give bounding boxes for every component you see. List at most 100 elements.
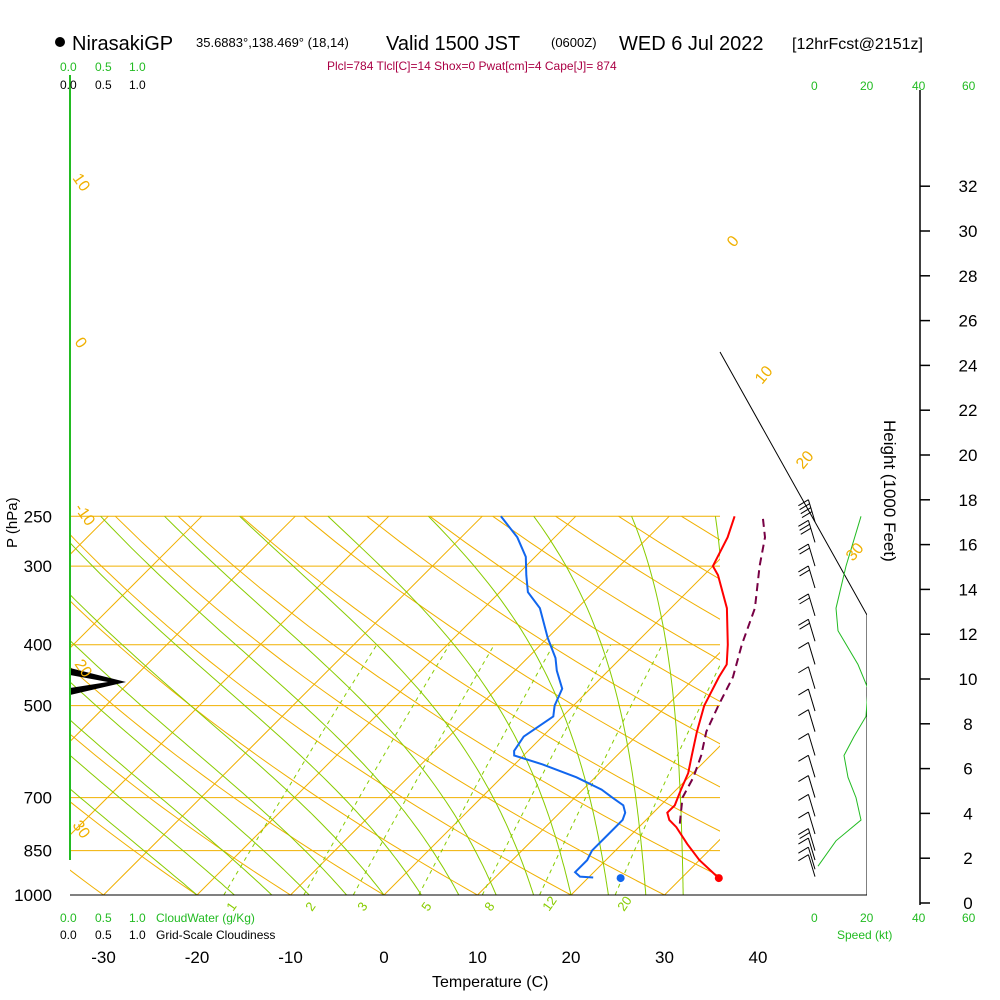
wind-barb-flag <box>798 733 809 740</box>
cw-top-tick-2: 1.0 <box>129 60 146 74</box>
pressure-axis-label: P (hPa) <box>4 497 21 548</box>
height-tick-0: 0 <box>963 894 972 913</box>
mixing-ratio-label: 20 <box>614 893 635 913</box>
moist-adiabat-line <box>327 515 572 895</box>
dry-adiabat-line <box>70 733 291 895</box>
dry-adiabat-line <box>115 515 665 895</box>
temp-tick--30: -30 <box>91 948 116 967</box>
pressure-tick-250: 250 <box>24 507 52 526</box>
wind-barb-staff <box>807 733 816 756</box>
valid-time: Valid 1500 JST <box>386 33 520 55</box>
speed-top-tick-2: 40 <box>912 79 926 93</box>
cw-top-tick-0: 0.0 <box>60 60 77 74</box>
wind-barb <box>798 642 816 665</box>
forecast-label: [12hrFcst@2151z] <box>792 36 923 53</box>
surface-dewpoint-dot <box>616 874 625 883</box>
cloudiness-label: Grid-Scale Cloudiness <box>156 928 275 942</box>
adiabat-label: -10 <box>71 501 98 530</box>
surface-temperature-dot <box>714 874 723 883</box>
speed-bottom-tick-2: 40 <box>912 911 926 925</box>
isotherm-line <box>851 878 867 895</box>
dry-adiabat-line <box>70 600 478 895</box>
dry-adiabat-line <box>870 516 1000 895</box>
isotherm-line <box>70 515 390 836</box>
wind-barb-flag <box>798 846 809 854</box>
height-tick-18: 18 <box>959 491 978 510</box>
cl-bottom-tick-2: 1.0 <box>129 928 146 942</box>
height-tick-28: 28 <box>959 267 978 286</box>
cl-bottom-tick-1: 0.5 <box>95 928 112 942</box>
mixing-ratio-line <box>481 644 612 895</box>
height-tick-8: 8 <box>963 715 972 734</box>
wind-barb-flag <box>798 642 809 649</box>
mixing-ratio-label: 3 <box>354 899 370 914</box>
wind-profile <box>798 499 816 877</box>
cw-bottom-tick-1: 0.5 <box>95 911 112 925</box>
height-tick-20: 20 <box>959 446 978 465</box>
wind-barb-flag <box>798 837 809 845</box>
wind-barb-staff <box>807 794 816 817</box>
dry-adiabat-line <box>996 516 1000 895</box>
cloud-water-line <box>817 516 867 867</box>
wind-barb-flag <box>799 832 810 839</box>
wind-barb-staff <box>807 642 816 665</box>
speed-bottom-tick-1: 20 <box>860 911 874 925</box>
wind-barb-flag <box>798 666 809 674</box>
wind-barb-staff <box>807 565 816 589</box>
isotherm-line <box>103 515 483 895</box>
cl-top-tick-1: 0.5 <box>95 78 112 92</box>
wind-barb-staff <box>807 688 816 712</box>
height-tick-2: 2 <box>963 849 972 868</box>
wind-barb-flag <box>798 793 809 801</box>
dry-adiabat-line <box>933 516 1000 895</box>
mixing-ratio-label: 2 <box>302 899 318 914</box>
dry-adiabat-line <box>177 515 759 895</box>
isotherm-line <box>945 516 1000 895</box>
height-tick-30: 30 <box>959 222 978 241</box>
height-tick-10: 10 <box>959 670 978 689</box>
temp-tick--20: -20 <box>185 948 210 967</box>
isotherm-line <box>196 515 577 895</box>
speed-bottom-tick-0: 0 <box>811 911 818 925</box>
temp-tick-0: 0 <box>379 948 388 967</box>
moist-adiabat-line <box>70 788 198 895</box>
height-tick-12: 12 <box>959 625 978 644</box>
wind-barb <box>798 754 816 778</box>
mixing-ratio-line <box>418 644 554 895</box>
cl-bottom-tick-0: 0.0 <box>60 928 77 942</box>
height-tick-6: 6 <box>963 760 972 779</box>
adiabat-label: 0 <box>71 335 90 352</box>
temp-tick-40: 40 <box>749 948 768 967</box>
wind-barb-staff <box>807 854 816 877</box>
wind-barb <box>798 709 816 732</box>
isotherm-line <box>70 515 203 649</box>
wind-barb-flag <box>799 503 810 511</box>
mixing-ratio-label: 12 <box>539 893 560 913</box>
wind-barb <box>798 793 816 817</box>
grid-lines <box>0 75 1000 895</box>
wind-barb-staff <box>807 499 816 522</box>
wind-barb-staff <box>807 755 816 778</box>
wind-barb <box>798 519 816 543</box>
wind-barb <box>798 828 816 851</box>
indices-line: Plcl=784 Tlcl[C]=14 Shox=0 Pwat[cm]=4 Ca… <box>327 59 617 73</box>
wind-barb <box>798 837 816 861</box>
wind-barb-flag <box>800 527 812 535</box>
speed-top-tick-0: 0 <box>811 79 818 93</box>
wind-barb-flag <box>798 709 809 717</box>
mixing-ratio-line <box>352 644 495 895</box>
pressure-tick-850: 850 <box>24 842 52 861</box>
speed-top-tick-3: 60 <box>962 79 976 93</box>
wind-barb <box>798 846 816 870</box>
temp-tick--10: -10 <box>278 948 303 967</box>
speed-top-tick-1: 20 <box>860 79 874 93</box>
isotherm-line <box>0 516 15 895</box>
speed-label: Speed (kt) <box>837 928 892 942</box>
dewpoint-line <box>500 515 627 879</box>
wind-barb-flag <box>798 828 809 836</box>
mixing-ratio-line <box>223 644 378 895</box>
pressure-tick-500: 500 <box>24 697 52 716</box>
wind-barb <box>798 775 816 798</box>
